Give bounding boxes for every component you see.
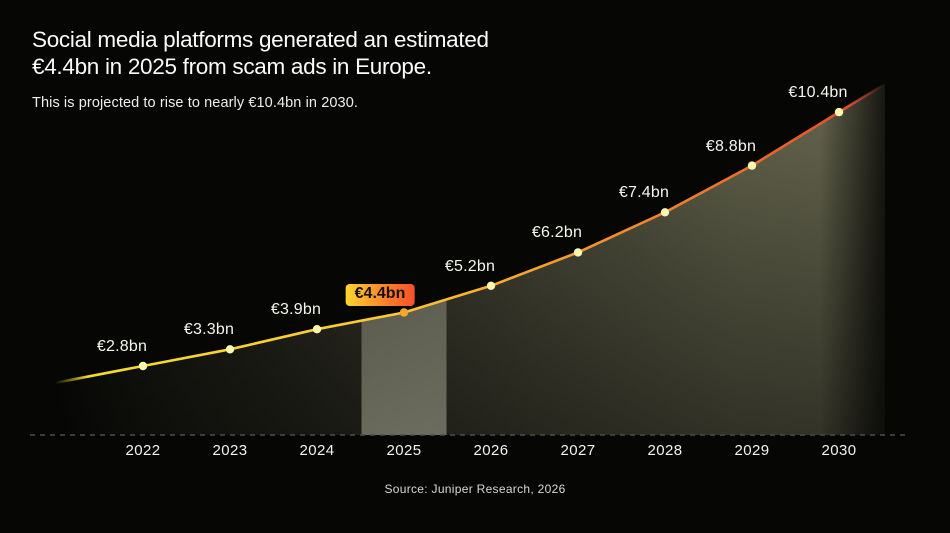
data-point-2027: [573, 248, 583, 257]
title-line-1: Social media platforms generated an esti…: [32, 27, 489, 52]
footer: Source: Juniper Research, 2026: [0, 482, 950, 496]
year-label-2029: 2029: [734, 442, 770, 459]
year-label-2030: 2030: [821, 442, 857, 459]
value-label-2023: €3.3bn: [183, 321, 235, 339]
data-point-2024: [312, 325, 322, 334]
value-label-2029: €8.8bn: [705, 137, 757, 155]
year-label-2025: 2025: [386, 442, 422, 459]
data-point-2025: [399, 308, 409, 317]
data-point-2022: [138, 361, 148, 371]
year-label-2027: 2027: [560, 442, 596, 459]
value-label-2024: €3.9bn: [270, 301, 322, 319]
year-label-2024: 2024: [299, 442, 335, 459]
year-label-2022: 2022: [125, 442, 161, 459]
year-label-2026: 2026: [473, 442, 509, 459]
value-label-2022: €2.8bn: [96, 338, 148, 355]
year-label-2023: 2023: [212, 442, 248, 459]
highlight-badge: €4.4bn: [345, 283, 415, 306]
year-label-2028: 2028: [647, 442, 683, 459]
chart-subtitle: This is projected to rise to nearly €10.…: [32, 95, 358, 111]
value-label-2028: €7.4bn: [618, 184, 670, 202]
title-line-2: €4.4bn in 2025 from scam ads in Europe.: [32, 54, 432, 79]
value-label-2030: €10.4bn: [788, 84, 848, 102]
value-label-2027: €6.2bn: [531, 224, 583, 242]
data-point-2030: [834, 107, 844, 117]
chart-title: Social media platforms generated an esti…: [32, 26, 489, 80]
source-text: Source: Juniper Research, 2026: [384, 482, 566, 496]
data-point-2028: [660, 208, 670, 217]
area-shade: [55, 83, 885, 436]
header: Social media platforms generated an esti…: [32, 26, 489, 111]
data-point-2029: [747, 161, 757, 170]
value-label-2026: €5.2bn: [444, 257, 496, 275]
data-point-2026: [486, 281, 496, 290]
data-point-2023: [225, 345, 235, 354]
